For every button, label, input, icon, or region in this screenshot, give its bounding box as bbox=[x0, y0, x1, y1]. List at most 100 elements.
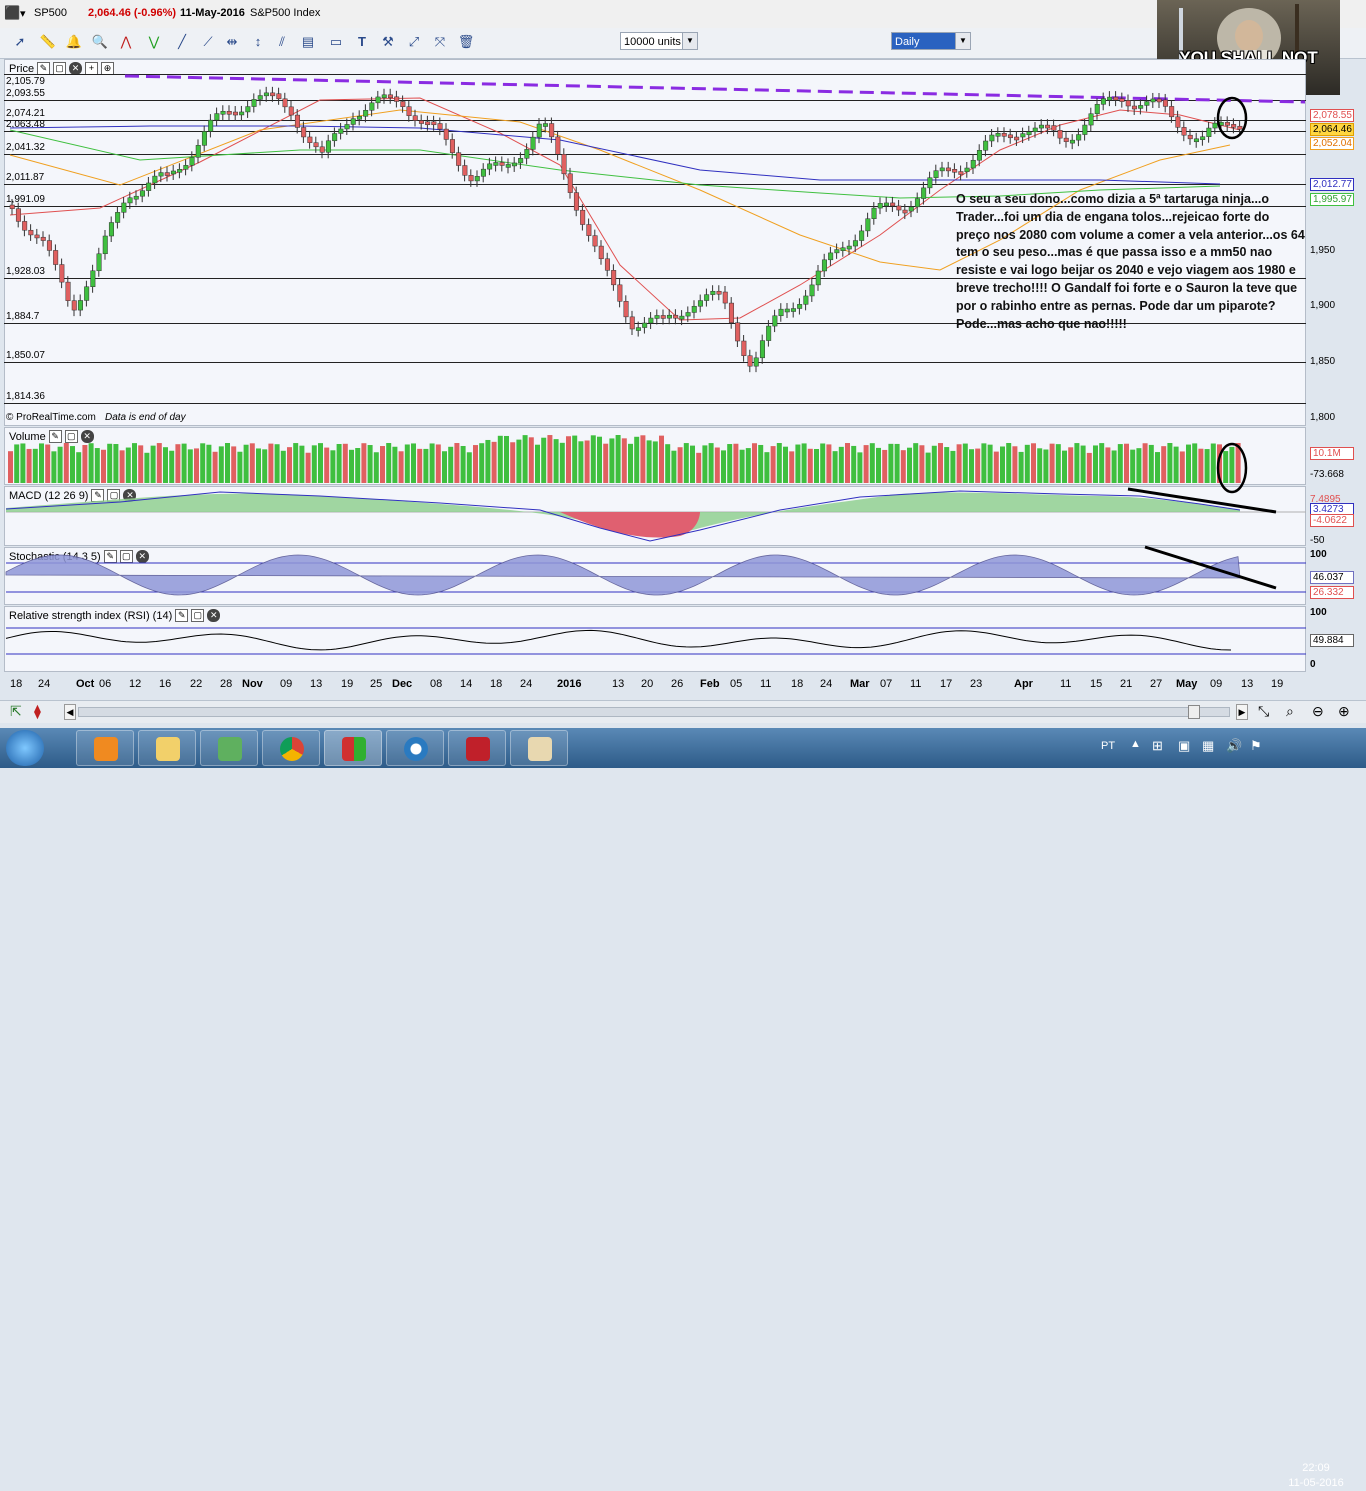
volume-bar bbox=[981, 443, 987, 483]
close-icon[interactable]: ✕ bbox=[207, 609, 221, 622]
date-tick: 18 bbox=[10, 678, 23, 690]
channel-icon[interactable]: ▤ bbox=[301, 34, 315, 49]
tray-expand-icon[interactable]: ▲ bbox=[1130, 738, 1141, 750]
windows-flag-icon[interactable]: ⊞ bbox=[1152, 738, 1163, 753]
candle-body bbox=[425, 121, 431, 126]
wrench-icon[interactable]: ✎ bbox=[48, 430, 62, 443]
candle-body bbox=[480, 168, 486, 177]
candle-body bbox=[1237, 125, 1243, 130]
candle-body bbox=[170, 170, 176, 175]
tray-app-icon[interactable]: ▣ bbox=[1178, 738, 1191, 753]
scroll-left-icon[interactable]: ◀ bbox=[64, 704, 76, 720]
candle-body bbox=[1113, 96, 1119, 101]
taskbar-mcafee[interactable] bbox=[448, 730, 506, 766]
close-icon[interactable]: ✕ bbox=[69, 62, 83, 75]
horizontal-line-icon[interactable]: ⇹ bbox=[226, 34, 238, 49]
candle-body bbox=[685, 312, 691, 317]
vertical-line-icon[interactable]: ↕ bbox=[254, 34, 262, 49]
cross-tool-icon[interactable]: ⤧ bbox=[434, 34, 446, 49]
network-icon[interactable]: ▦ bbox=[1202, 738, 1215, 753]
alarm-bell-icon[interactable]: 🔔 bbox=[65, 34, 83, 49]
rsi-line bbox=[5, 629, 1232, 651]
text-tool-icon[interactable]: T bbox=[358, 34, 366, 49]
candle-body bbox=[995, 133, 1001, 137]
line-tool-icon[interactable]: ╱ bbox=[178, 34, 186, 49]
volume-icon[interactable]: 🔊 bbox=[1226, 738, 1243, 753]
taskbar-app[interactable] bbox=[386, 730, 444, 766]
volume-bar bbox=[262, 449, 268, 483]
units-select[interactable]: 10000 units ▼ bbox=[620, 32, 698, 50]
wrench-icon[interactable]: ✎ bbox=[91, 489, 105, 502]
date-tick: 11 bbox=[910, 678, 922, 690]
candle-body bbox=[1169, 106, 1175, 118]
taskbar-chrome[interactable] bbox=[262, 730, 320, 766]
ma-green-line bbox=[9, 129, 1221, 199]
system-clock[interactable]: 22:09 11-05-2016 bbox=[1280, 1461, 1352, 1491]
taskbar-people[interactable] bbox=[200, 730, 258, 766]
candle-body bbox=[220, 111, 226, 115]
level-label: 1,991.09 bbox=[6, 194, 45, 205]
arrow-tool-icon[interactable]: ⤢ bbox=[408, 34, 420, 49]
volume-bar bbox=[826, 444, 832, 483]
candle-body bbox=[257, 95, 263, 100]
candle-body bbox=[580, 209, 586, 225]
candle-body bbox=[499, 162, 505, 166]
language-indicator[interactable]: PT bbox=[1101, 740, 1116, 752]
volume-bar bbox=[646, 440, 652, 483]
maximize-icon[interactable]: ▢ bbox=[64, 430, 78, 443]
zoom-reset-icon[interactable]: ⌕ bbox=[1286, 703, 1294, 719]
volume-bar bbox=[336, 443, 342, 483]
volume-bar bbox=[435, 444, 441, 483]
pattern-icon[interactable]: ⋀ bbox=[120, 34, 132, 49]
volume-bar bbox=[330, 450, 336, 483]
volume-bar bbox=[640, 435, 646, 483]
ray-tool-icon[interactable]: ⟋ bbox=[203, 34, 213, 49]
rsi-pane-header: Relative strength index (RSI) (14) ✎ ▢ ✕ bbox=[9, 609, 221, 622]
volume-bar bbox=[163, 447, 168, 483]
price-chart-svg bbox=[9, 74, 1306, 373]
volume-bar bbox=[770, 446, 776, 483]
tools-icon[interactable]: ⚒ bbox=[382, 34, 394, 49]
volume-bar bbox=[801, 443, 807, 483]
scroll-thumb[interactable] bbox=[1188, 705, 1200, 719]
volume-bar bbox=[1186, 444, 1191, 483]
volume-bar bbox=[510, 442, 516, 483]
zoom-in-icon[interactable]: ⊕ bbox=[1338, 703, 1350, 719]
chart-layout-icon[interactable]: ⇱ bbox=[10, 703, 22, 719]
rectangle-tool-icon[interactable]: ▭ bbox=[329, 34, 343, 49]
maximize-icon[interactable]: ▢ bbox=[191, 609, 205, 622]
wave-icon[interactable]: ⋁ bbox=[148, 34, 160, 49]
start-button-icon[interactable] bbox=[6, 730, 44, 766]
fibonacci-icon[interactable]: ⫽ bbox=[279, 34, 285, 49]
axis-label: 1,800 bbox=[1310, 412, 1336, 423]
candle-body bbox=[1063, 137, 1069, 142]
candle-type-icon[interactable]: ⧫ bbox=[34, 703, 41, 719]
pointer-icon[interactable]: ➚ bbox=[14, 34, 26, 49]
candle-body bbox=[815, 270, 821, 286]
instrument-arrow-icon[interactable]: ▾ bbox=[20, 8, 26, 20]
zoom-fit-icon[interactable]: ⤡ bbox=[1258, 703, 1270, 719]
volume-bar bbox=[268, 443, 274, 483]
candle-body bbox=[1224, 122, 1230, 126]
ruler-icon[interactable]: 📏 bbox=[39, 34, 57, 49]
candle-body bbox=[629, 316, 635, 330]
zoom-icon[interactable]: 🔍 bbox=[91, 34, 109, 49]
zoom-out-icon[interactable]: ⊖ bbox=[1312, 703, 1324, 719]
taskbar-explorer[interactable] bbox=[138, 730, 196, 766]
taskbar-paint[interactable] bbox=[510, 730, 568, 766]
scroll-track[interactable] bbox=[78, 707, 1230, 717]
taskbar-media-player[interactable] bbox=[76, 730, 134, 766]
volume-bar bbox=[231, 446, 237, 483]
volume-bar bbox=[256, 448, 261, 483]
chart-scrollbar[interactable]: ⇱ ⧫ ◀ ▶ ⤡ ⌕ ⊖ ⊕ bbox=[0, 700, 1366, 723]
action-center-icon[interactable]: ⚑ bbox=[1250, 738, 1262, 753]
period-select[interactable]: Daily ▼ bbox=[891, 32, 971, 50]
candle-body bbox=[1131, 105, 1137, 110]
close-icon[interactable]: ✕ bbox=[80, 430, 94, 443]
candle-body bbox=[877, 203, 883, 209]
scroll-right-icon[interactable]: ▶ bbox=[1236, 704, 1248, 720]
wrench-icon[interactable]: ✎ bbox=[175, 609, 189, 622]
candle-body bbox=[1231, 124, 1237, 128]
trash-icon[interactable]: 🗑 bbox=[457, 34, 475, 49]
taskbar-prorealtime[interactable] bbox=[324, 730, 382, 766]
